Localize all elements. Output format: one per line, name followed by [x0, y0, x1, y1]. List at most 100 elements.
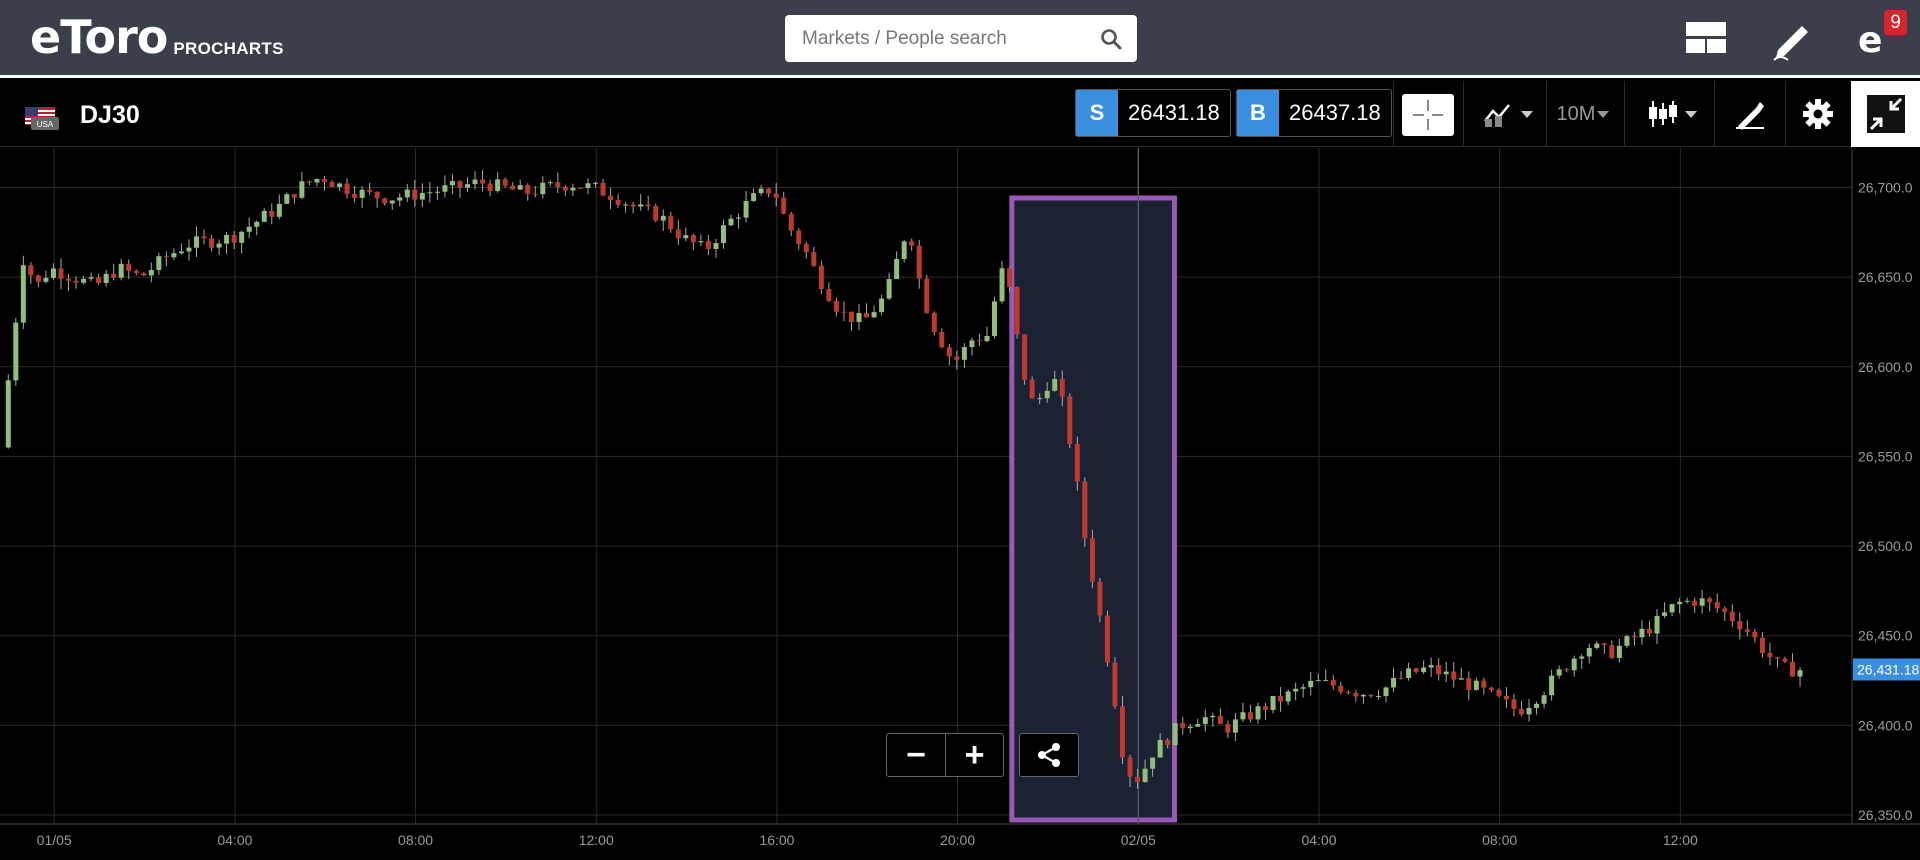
y-tick-label: 26,650.0: [1858, 269, 1913, 285]
candle-body: [1692, 600, 1698, 606]
candle-body: [231, 234, 237, 243]
us-flag-icon: USA: [25, 107, 59, 130]
pencil-icon[interactable]: [1768, 14, 1816, 62]
timeframe-select[interactable]: 10M: [1552, 89, 1614, 139]
crosshair-button[interactable]: [1402, 94, 1454, 136]
candle-body: [796, 230, 802, 244]
zoom-out-button[interactable]: −: [906, 735, 926, 774]
candle-body: [690, 235, 696, 243]
settings-button[interactable]: [1792, 89, 1844, 139]
candle-body: [1104, 615, 1110, 663]
notification-badge[interactable]: 9: [1884, 10, 1907, 35]
zoom-controls: − +: [886, 733, 1004, 777]
candle-body: [1014, 286, 1020, 335]
y-tick-label: 26,350.0: [1858, 807, 1913, 823]
sell-button[interactable]: S 26431.18: [1075, 89, 1231, 137]
drawing-tools-button[interactable]: [1722, 89, 1778, 139]
candle-body: [1714, 602, 1720, 609]
candle-body: [781, 197, 787, 214]
candle-body: [1112, 662, 1118, 707]
candle-body: [1323, 679, 1329, 681]
candle-body: [487, 183, 493, 192]
share-button[interactable]: [1019, 733, 1079, 777]
candle-body: [1677, 601, 1683, 605]
svg-text:e: e: [1858, 20, 1882, 61]
candle-body: [186, 247, 192, 252]
candle-body: [1421, 667, 1427, 673]
candle-body: [1150, 757, 1156, 769]
candle-body: [1037, 398, 1043, 400]
candle-body: [1601, 643, 1607, 646]
chevron-down-icon: [1520, 110, 1533, 118]
etoro-logo[interactable]: eToro PROCHARTS: [30, 12, 284, 60]
candle-body: [1345, 691, 1351, 693]
settings-icon: [1803, 99, 1833, 129]
profile-e-icon[interactable]: e: [1852, 14, 1900, 62]
timeframe-label: 10M: [1556, 102, 1596, 125]
candle-body: [178, 251, 184, 254]
candle-body: [532, 193, 538, 195]
candle-body: [1707, 598, 1713, 603]
candle-body: [1022, 334, 1028, 380]
flag-label: USA: [37, 120, 54, 129]
candle-body: [1383, 687, 1389, 697]
candle-body: [1308, 680, 1314, 688]
sell-price: 26431.18: [1128, 100, 1220, 125]
candle-body: [1247, 712, 1253, 720]
candle-body: [20, 265, 26, 323]
candle-body: [1594, 643, 1600, 648]
highlight-box: [1009, 195, 1177, 823]
candle-body: [788, 213, 794, 231]
candle-body: [916, 245, 922, 279]
candle-body: [1790, 661, 1796, 677]
candle-body: [1488, 687, 1494, 690]
candle-body: [766, 188, 772, 194]
candle-body: [359, 189, 365, 198]
candle-body: [465, 184, 471, 188]
candle-body: [577, 187, 583, 189]
candle-body: [1616, 645, 1622, 658]
search-box[interactable]: [785, 15, 1137, 62]
candle-body: [502, 179, 508, 186]
candle-body: [1217, 715, 1223, 725]
collapse-button[interactable]: [1851, 81, 1920, 147]
layout-icon[interactable]: [1682, 14, 1730, 62]
chart-axes: 26,700.0 26,650.0 26,600.0 26,550.0 26,500.0…: [0, 148, 1920, 848]
candle-body: [1007, 268, 1013, 287]
candle-body: [1270, 695, 1276, 710]
candle-body: [442, 185, 448, 192]
candle-body: [939, 332, 945, 348]
candle-body: [1624, 636, 1630, 646]
zoom-in-button[interactable]: +: [945, 734, 1003, 776]
candle-body: [811, 252, 817, 266]
buy-button[interactable]: B 26437.18: [1236, 89, 1392, 137]
candle-body: [43, 277, 49, 282]
candle-body: [645, 204, 651, 206]
chart-type-button[interactable]: [1640, 89, 1704, 139]
candle-body: [246, 226, 252, 232]
candle-body: [1315, 680, 1321, 682]
candle-body: [1165, 740, 1171, 746]
candle-body: [472, 179, 478, 185]
candle-body: [1646, 628, 1652, 634]
candle-body: [585, 183, 591, 188]
search-input[interactable]: [785, 15, 1085, 62]
candle-body: [510, 185, 516, 190]
candle-body: [28, 265, 34, 276]
instrument-symbol[interactable]: DJ30: [80, 101, 140, 129]
current-price-label: 26,431.18: [1857, 661, 1919, 677]
search-icon[interactable]: [1099, 27, 1123, 51]
candlestick-chart[interactable]: 26,700.0 26,650.0 26,600.0 26,550.0 26,500.0…: [0, 148, 1920, 860]
candle-body: [1451, 671, 1457, 680]
candle-body: [66, 278, 72, 281]
indicators-button[interactable]: [1475, 89, 1540, 139]
candle-body: [848, 311, 854, 322]
candle-body: [1097, 581, 1103, 616]
candle-body: [1089, 538, 1095, 582]
candle-body: [803, 243, 809, 253]
candle-body: [1074, 443, 1080, 482]
candle-body: [1631, 636, 1637, 638]
candle-body: [449, 181, 455, 186]
candle-body: [1142, 768, 1148, 782]
price-chart[interactable]: 26,700.0 26,650.0 26,600.0 26,550.0 26,500.0…: [0, 148, 1920, 860]
